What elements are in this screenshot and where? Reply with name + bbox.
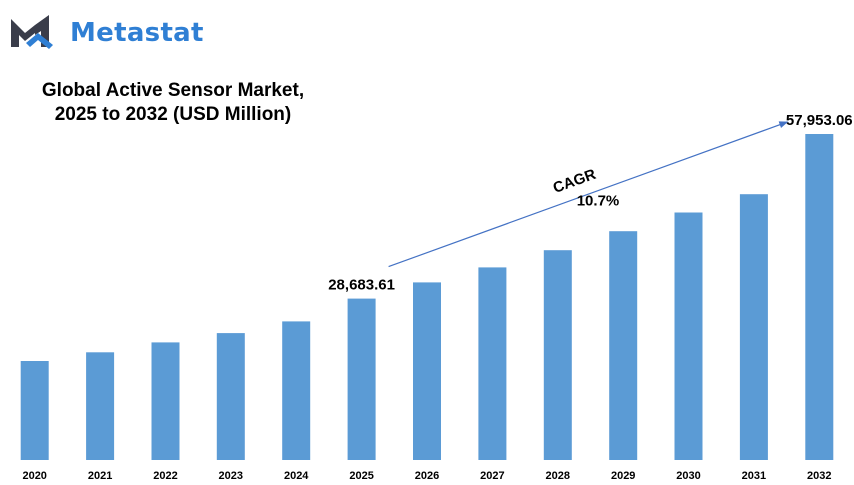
brand-name: Metastat	[70, 18, 204, 48]
data-labels: 28,683.61 57,953.06	[328, 112, 852, 294]
x-tick-label-2025: 2025	[349, 470, 373, 482]
x-tick-label-2028: 2028	[546, 470, 570, 482]
x-tick-label-2024: 2024	[284, 470, 309, 482]
bar-2032	[805, 134, 834, 460]
bar-2020	[20, 361, 49, 460]
x-tick-label-2032: 2032	[807, 470, 831, 482]
brand-logo: Metastat	[8, 10, 204, 54]
bar-2021	[86, 352, 115, 460]
bar-2031	[739, 194, 768, 460]
x-tick-label-2031: 2031	[742, 470, 766, 482]
metastat-m-logo-icon	[11, 15, 53, 49]
chart-title-line-2: 2025 to 2032 (USD Million)	[54, 104, 292, 125]
data-label-2032: 57,953.06	[786, 112, 853, 129]
x-tick-label-2027: 2027	[480, 470, 504, 482]
cagr-value: 10.7%	[577, 193, 620, 210]
bar-2030	[674, 212, 703, 460]
bar-2026	[413, 282, 441, 460]
bar-2025	[347, 298, 376, 460]
bar-2022	[151, 342, 180, 460]
bar-2027	[478, 267, 507, 460]
x-tick-label-2022: 2022	[153, 470, 177, 482]
x-axis-tick-labels: 2020 2021 2022 2023 2024 2025 2026 2027 2028 2029…	[22, 470, 831, 482]
chart-title-line-1: Global Active Sensor Market,	[41, 80, 305, 101]
bar-2023	[216, 333, 245, 460]
bar-2029	[609, 231, 638, 460]
x-tick-label-2023: 2023	[219, 470, 243, 482]
x-tick-label-2029: 2029	[611, 470, 635, 482]
bar-2024	[282, 321, 311, 460]
bars-layer	[20, 134, 834, 460]
x-tick-label-2026: 2026	[415, 470, 439, 482]
x-tick-label-2021: 2021	[88, 470, 112, 482]
cagr-arrow	[388, 121, 789, 268]
data-label-2025: 28,683.61	[328, 277, 395, 294]
chart-title: Global Active Sensor Market, 2025 to 203…	[14, 79, 332, 127]
x-tick-label-2030: 2030	[676, 470, 700, 482]
bar-2028	[543, 250, 572, 460]
x-tick-label-2020: 2020	[22, 470, 46, 482]
